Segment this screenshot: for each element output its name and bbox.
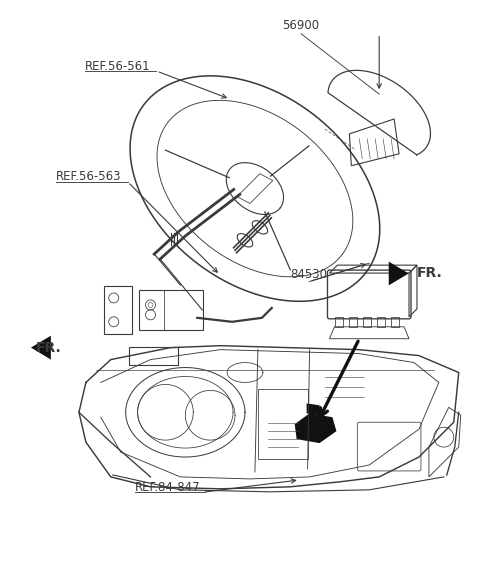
Text: 84530: 84530	[291, 268, 328, 281]
Bar	[129, 347, 179, 365]
Bar	[336, 317, 343, 327]
Bar	[349, 317, 357, 327]
Bar	[104, 286, 132, 334]
Text: FR.: FR.	[417, 266, 443, 280]
Bar	[391, 317, 399, 327]
Text: FR.: FR.	[36, 340, 62, 355]
Polygon shape	[295, 413, 336, 443]
Bar	[377, 317, 385, 327]
Bar	[258, 390, 308, 459]
Text: 56900: 56900	[283, 19, 320, 32]
Bar	[139, 290, 203, 330]
Polygon shape	[307, 403, 320, 415]
Text: REF.56-563: REF.56-563	[56, 171, 122, 183]
Polygon shape	[31, 336, 51, 360]
Polygon shape	[389, 262, 408, 286]
Bar	[363, 317, 371, 327]
Text: REF.56-561: REF.56-561	[85, 60, 151, 72]
Text: REF.84-847: REF.84-847	[135, 481, 201, 494]
